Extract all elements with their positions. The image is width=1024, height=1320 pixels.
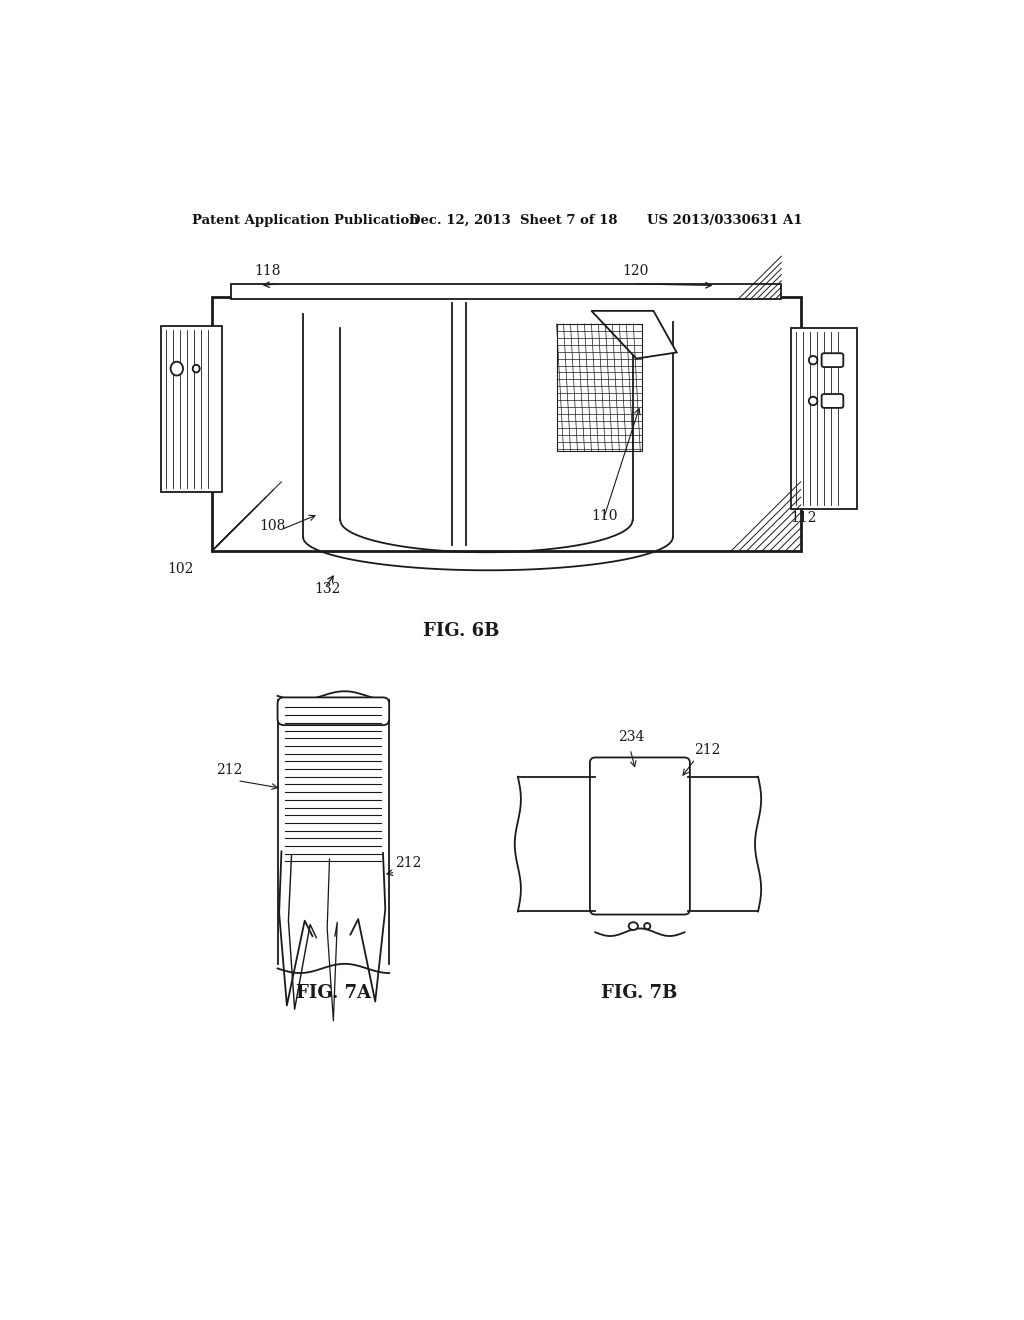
Ellipse shape [193,364,200,372]
Text: 118: 118 [254,264,281,279]
Bar [231,284,781,300]
FancyBboxPatch shape [821,395,844,408]
Text: 108: 108 [260,519,286,532]
Ellipse shape [809,397,817,405]
Bar [212,297,801,552]
Text: 110: 110 [592,510,617,523]
Text: 234: 234 [617,730,644,744]
Text: 132: 132 [314,582,340,597]
Text: FIG. 6B: FIG. 6B [423,622,500,640]
Text: Dec. 12, 2013  Sheet 7 of 18: Dec. 12, 2013 Sheet 7 of 18 [409,214,617,227]
Text: 112: 112 [790,511,816,525]
Text: 212: 212 [216,763,242,777]
Text: 212: 212 [693,743,720,756]
Bar [792,327,857,508]
Polygon shape [592,312,677,359]
Bar [557,323,642,451]
Text: FIG. 7A: FIG. 7A [296,983,371,1002]
Ellipse shape [809,356,817,364]
Text: 102: 102 [168,562,194,576]
Text: FIG. 7B: FIG. 7B [601,983,678,1002]
FancyBboxPatch shape [590,758,690,915]
Ellipse shape [644,923,650,929]
Text: Patent Application Publication: Patent Application Publication [191,214,418,227]
Text: 120: 120 [623,264,649,279]
Text: US 2013/0330631 A1: US 2013/0330631 A1 [647,214,803,227]
FancyBboxPatch shape [278,697,389,725]
Bar [162,326,222,492]
Text: 212: 212 [395,855,422,870]
Ellipse shape [171,362,183,376]
Ellipse shape [629,923,638,929]
FancyBboxPatch shape [821,354,844,367]
